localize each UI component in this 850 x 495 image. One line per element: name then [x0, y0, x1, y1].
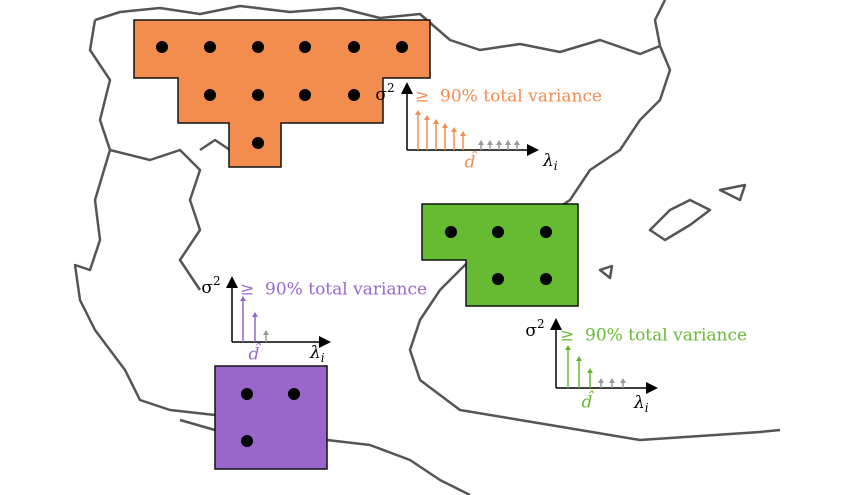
eigen-arrowhead: [587, 368, 593, 373]
dot: [348, 89, 360, 101]
threshold-label: d̂: [249, 343, 262, 365]
dot: [252, 137, 264, 149]
dot: [288, 388, 300, 400]
eigen-arrowhead: [451, 127, 457, 132]
eigen-arrowhead: [252, 312, 258, 317]
eigen-arrowhead: [598, 378, 604, 383]
dot: [492, 226, 504, 238]
coastline: [73, 0, 781, 495]
variance-annotation: ≥ 90% total variance: [240, 280, 427, 300]
dot: [299, 41, 311, 53]
subscript: i: [645, 401, 649, 415]
eigen-arrowhead: [565, 345, 571, 350]
eigen-arrowhead: [505, 140, 511, 145]
eigen-arrowhead: [424, 115, 430, 120]
eigen-arrowhead: [460, 131, 466, 136]
dot: [492, 273, 504, 285]
spectrum-panel: σ2 ≥ 90% total variance d̂ λi: [375, 81, 602, 173]
variance-annotation: ≥ 90% total variance: [415, 87, 602, 107]
dot: [445, 226, 457, 238]
superscript: 2: [213, 274, 221, 288]
subscript: i: [321, 351, 325, 365]
symbol: λ: [633, 393, 645, 413]
eigen-arrowhead: [514, 140, 520, 145]
superscript: 2: [387, 81, 395, 95]
y-axis-label: σ2: [525, 317, 544, 341]
spectrum-panel: σ2 ≥ 90% total variance d̂ λi: [525, 317, 747, 415]
dot: [348, 41, 360, 53]
dot: [540, 273, 552, 285]
symbol: σ: [201, 278, 213, 298]
dot: [204, 41, 216, 53]
eigen-arrowhead: [415, 110, 421, 115]
symbol: λ: [309, 343, 321, 363]
threshold-label: d̂: [465, 151, 478, 173]
eigen-arrowhead: [478, 140, 484, 145]
eigen-arrowhead: [442, 123, 448, 128]
dot: [156, 41, 168, 53]
eigen-arrowhead: [263, 330, 269, 335]
dot: [241, 435, 253, 447]
spectrum-panel: σ2 ≥ 90% total variance d̂ λi: [201, 274, 427, 365]
dot: [396, 41, 408, 53]
dot: [252, 41, 264, 53]
eigen-arrowhead: [487, 140, 493, 145]
eigen-arrowhead: [576, 356, 582, 361]
symbol: σ: [525, 321, 537, 341]
sensor-dots: [156, 41, 552, 447]
subscript: i: [554, 159, 558, 173]
y-axis-label: σ2: [375, 81, 394, 105]
eigen-arrowhead: [620, 378, 626, 383]
dot: [241, 388, 253, 400]
green-region: [421, 203, 579, 307]
eigen-arrowhead: [433, 119, 439, 124]
purple-region: [214, 365, 328, 470]
dot: [299, 89, 311, 101]
dot: [204, 89, 216, 101]
y-axis-label: σ2: [201, 274, 220, 298]
symbol: σ: [375, 85, 387, 105]
eigen-arrowhead: [609, 378, 615, 383]
symbol: λ: [542, 151, 554, 171]
orange-region: [133, 19, 431, 168]
dot: [252, 89, 264, 101]
superscript: 2: [537, 317, 545, 331]
x-axis-label: λi: [542, 151, 558, 173]
x-axis-label: λi: [309, 343, 325, 365]
eigen-arrowhead: [496, 140, 502, 145]
eigen-arrowhead: [240, 296, 246, 301]
threshold-label: d̂: [582, 391, 595, 413]
variance-annotation: ≥ 90% total variance: [560, 326, 747, 346]
dot: [540, 226, 552, 238]
x-axis-label: λi: [633, 393, 649, 415]
